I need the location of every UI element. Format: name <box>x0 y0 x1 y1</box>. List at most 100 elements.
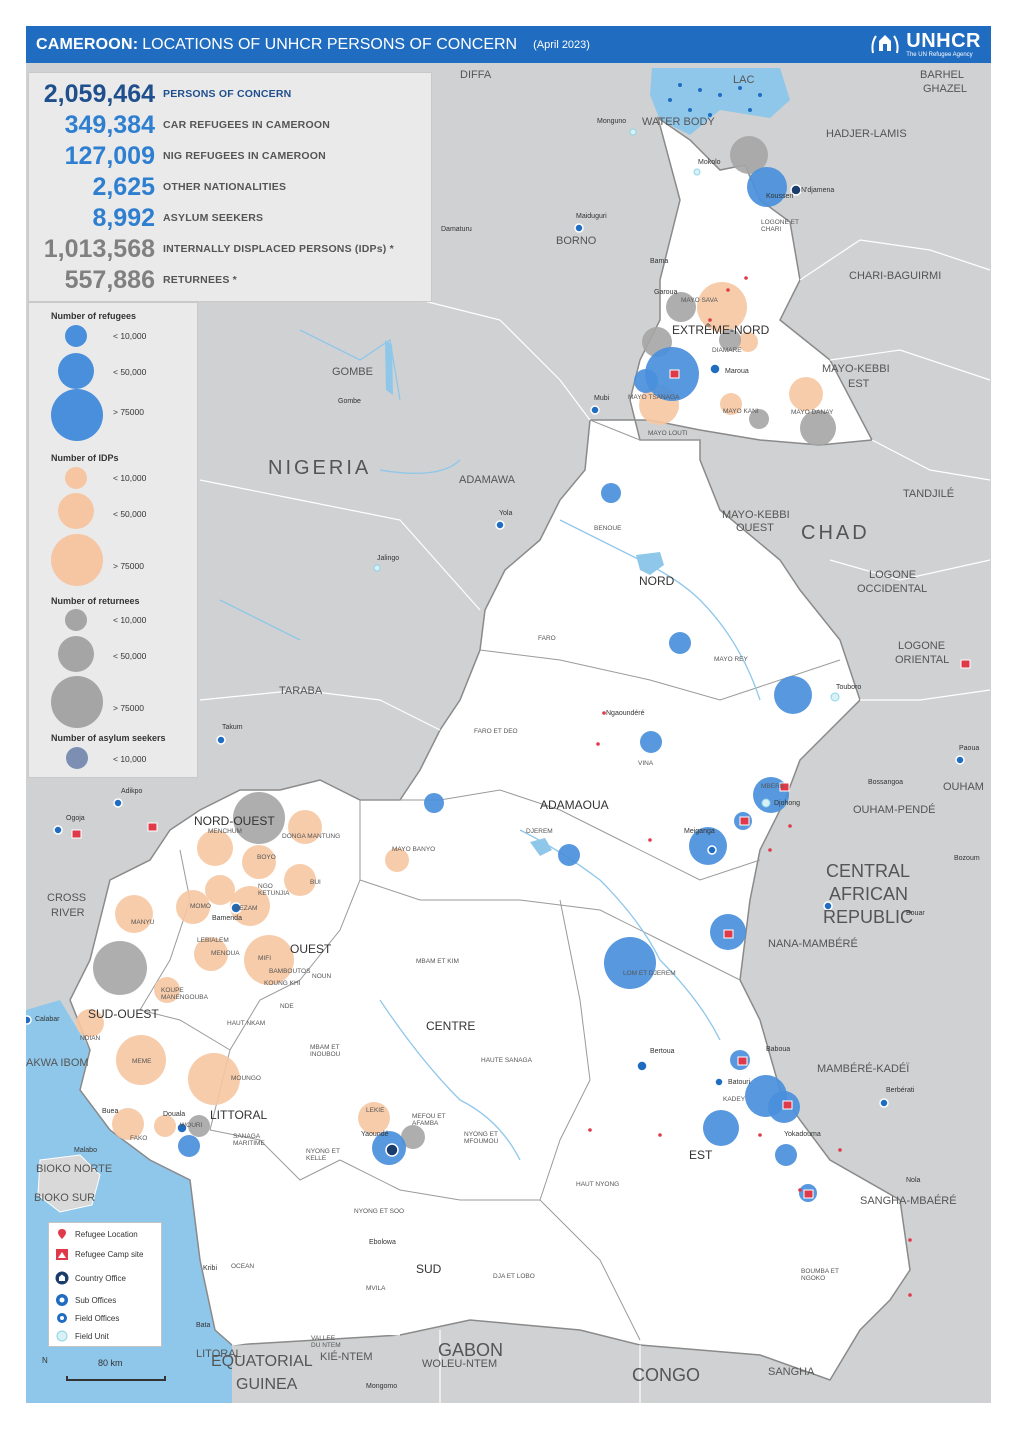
refugee-location-pins <box>588 276 912 1297</box>
dept-mayo-kani: MAYO KANI <box>723 408 759 415</box>
field-office-takum <box>216 735 226 745</box>
boumba-refugee-bubble <box>775 1144 797 1166</box>
label-water-body: WATER BODY <box>642 116 715 128</box>
lom-djerem-refugee-bubble <box>604 937 656 989</box>
dept-vina: VINA <box>638 760 654 767</box>
dept-noun: NOUN <box>312 973 332 980</box>
label-barhel-1: BARHEL <box>920 69 965 81</box>
legend-asylum-small-label: < 10,000 <box>113 754 147 764</box>
dept-benoue: BENOUE <box>594 525 622 532</box>
legend-returnee-mid <box>58 636 94 672</box>
dept-kadey: KADEY <box>723 1096 746 1103</box>
label-gabon: GABON <box>438 1340 504 1360</box>
field-unit-djohong <box>761 798 771 808</box>
stat-label: CAR REFUGEES IN CAMEROON <box>163 119 330 131</box>
label-mko-1: MAYO-KEBBI <box>722 509 790 521</box>
mayobanyo-idp-bubble <box>385 848 409 872</box>
stat-value: 8,992 <box>92 203 155 232</box>
map-canvas[interactable]: NIGERIA CHAD CENTRAL AFRICAN REPUBLIC GA… <box>26 63 991 1403</box>
city-malabo: Malabo <box>74 1147 97 1154</box>
mifi-idp-bubble <box>244 935 294 985</box>
legend-refugee-mid <box>58 353 94 389</box>
city-yokadouma: Yokadouma <box>784 1131 821 1138</box>
scale-label: 80 km <box>98 1358 123 1368</box>
mayobanyo-refugee-bubble <box>424 793 444 813</box>
lake-chad <box>650 68 790 135</box>
dept-haute-sanaga: HAUTE SANAGA <box>481 1057 532 1064</box>
mayorey-refugee-bubble <box>669 632 691 654</box>
label-est: EST <box>689 1148 713 1162</box>
stat-label: RETURNEES * <box>163 274 237 286</box>
dept-mbam-kim: MBAM ET KIM <box>416 958 459 965</box>
city-bata: Bata <box>196 1322 211 1329</box>
sub-office-kousseri <box>790 184 802 196</box>
stat-row-returnees: 557,886 RETURNEES * <box>29 265 433 295</box>
bubble-layer <box>76 136 836 1202</box>
legend-asylum-title: Number of asylum seekers <box>51 733 166 743</box>
sub-office-maroua <box>709 363 721 375</box>
label-gombe: GOMBE <box>332 366 373 378</box>
label-eq-guinea-2: GUINEA <box>236 1376 298 1393</box>
label-congo: CONGO <box>632 1365 701 1385</box>
city-maiduguri: Maiduguri <box>576 213 607 220</box>
label-tandjile: TANDJILÉ <box>903 488 955 500</box>
ngoketunjia-idp-bubble <box>284 864 316 896</box>
city-jalingo: Jalingo <box>377 555 400 562</box>
kainji-lake <box>385 340 393 395</box>
stat-row-idps: 1,013,568 INTERNALLY DISPLACED PERSONS (… <box>29 234 433 264</box>
city-bertoua: Bertoua <box>650 1048 675 1055</box>
djerem-refugee-bubble <box>558 844 580 866</box>
dept-donga: DONGA MANTUNG <box>282 833 341 840</box>
legend-refugee-large <box>51 389 103 441</box>
label-lo-1: LOGONE <box>869 569 917 581</box>
legend-label: Sub Offices <box>75 1295 117 1305</box>
city-touboro: Touboro <box>836 684 862 691</box>
menchum-idp-bubble <box>197 830 233 866</box>
label-sud: SUD <box>416 1262 442 1276</box>
dept-lom-djerem: LOM ET DJEREM <box>623 970 676 977</box>
label-cross-river-1: CROSS <box>47 892 87 904</box>
field-office-meiganga <box>707 845 717 855</box>
moungo-idp-bubble <box>188 1053 240 1105</box>
sub-office-icon <box>55 1293 69 1307</box>
label-hadjer-lamis: HADJER-LAMIS <box>826 128 907 140</box>
map-header: CAMEROON: LOCATIONS OF UNHCR PERSONS OF … <box>26 26 991 63</box>
label-borno: BORNO <box>556 235 597 247</box>
label-barhel-2: GHAZEL <box>923 83 968 95</box>
sub-office-bamenda <box>230 902 242 914</box>
city-mongomo: Mongomo <box>366 1383 398 1390</box>
dept-mvila: MVILA <box>366 1285 386 1292</box>
legend-item-field-unit: Field Unit <box>55 1329 109 1343</box>
city-bozoum: Bozoum <box>954 855 980 862</box>
label-lo-2: OCCIDENTAL <box>857 583 928 595</box>
dept-djerem: DJEREM <box>526 828 553 835</box>
ngaoundere-refugee-bubble <box>640 731 662 753</box>
dept-ngo-ketunjia: NGO KETUNJIA <box>258 883 290 897</box>
legend-idp-mid-label: < 50,000 <box>113 509 147 519</box>
stats-panel: 2,059,464 PERSONS OF CONCERN 349,384 CAR… <box>28 72 432 302</box>
legend-idps-title: Number of IDPs <box>51 453 119 463</box>
city-ogoja: Ogoja <box>66 815 85 822</box>
stat-row-car: 349,384 CAR REFUGEES IN CAMEROON <box>29 110 433 140</box>
sub-office-douala <box>176 1122 188 1134</box>
dept-sanaga-maritime: SANAGA MARITIME <box>233 1133 265 1147</box>
legend-idp-small-label: < 10,000 <box>113 473 147 483</box>
label-mke-1: MAYO-KEBBI <box>822 363 890 375</box>
donga-idp-bubble <box>288 810 322 844</box>
dept-lebialem: LEBIALEM <box>197 937 229 944</box>
dept-wouri: WOURI <box>180 1122 203 1129</box>
legend-item-camp: Refugee Camp site <box>55 1247 143 1261</box>
stat-row-poc: 2,059,464 PERSONS OF CONCERN <box>29 79 433 109</box>
stat-value: 557,886 <box>64 265 155 294</box>
symbol-legend: Number of refugees < 10,000 < 50,000 > 7… <box>28 302 198 778</box>
lekie-idp-bubble <box>358 1102 390 1134</box>
dept-mayo-sava: MAYO SAVA <box>681 297 718 304</box>
yaounde-returnee-bubble <box>401 1125 425 1149</box>
sudouest-returnee-bubble <box>93 941 147 995</box>
manyu-idp-bubble <box>115 895 153 933</box>
stat-value: 1,013,568 <box>43 234 155 263</box>
legend-returnee-large <box>51 676 103 728</box>
city-yola: Yola <box>499 510 513 517</box>
city-garoua: Garoua <box>654 289 678 296</box>
city-mubi: Mubi <box>594 395 610 402</box>
